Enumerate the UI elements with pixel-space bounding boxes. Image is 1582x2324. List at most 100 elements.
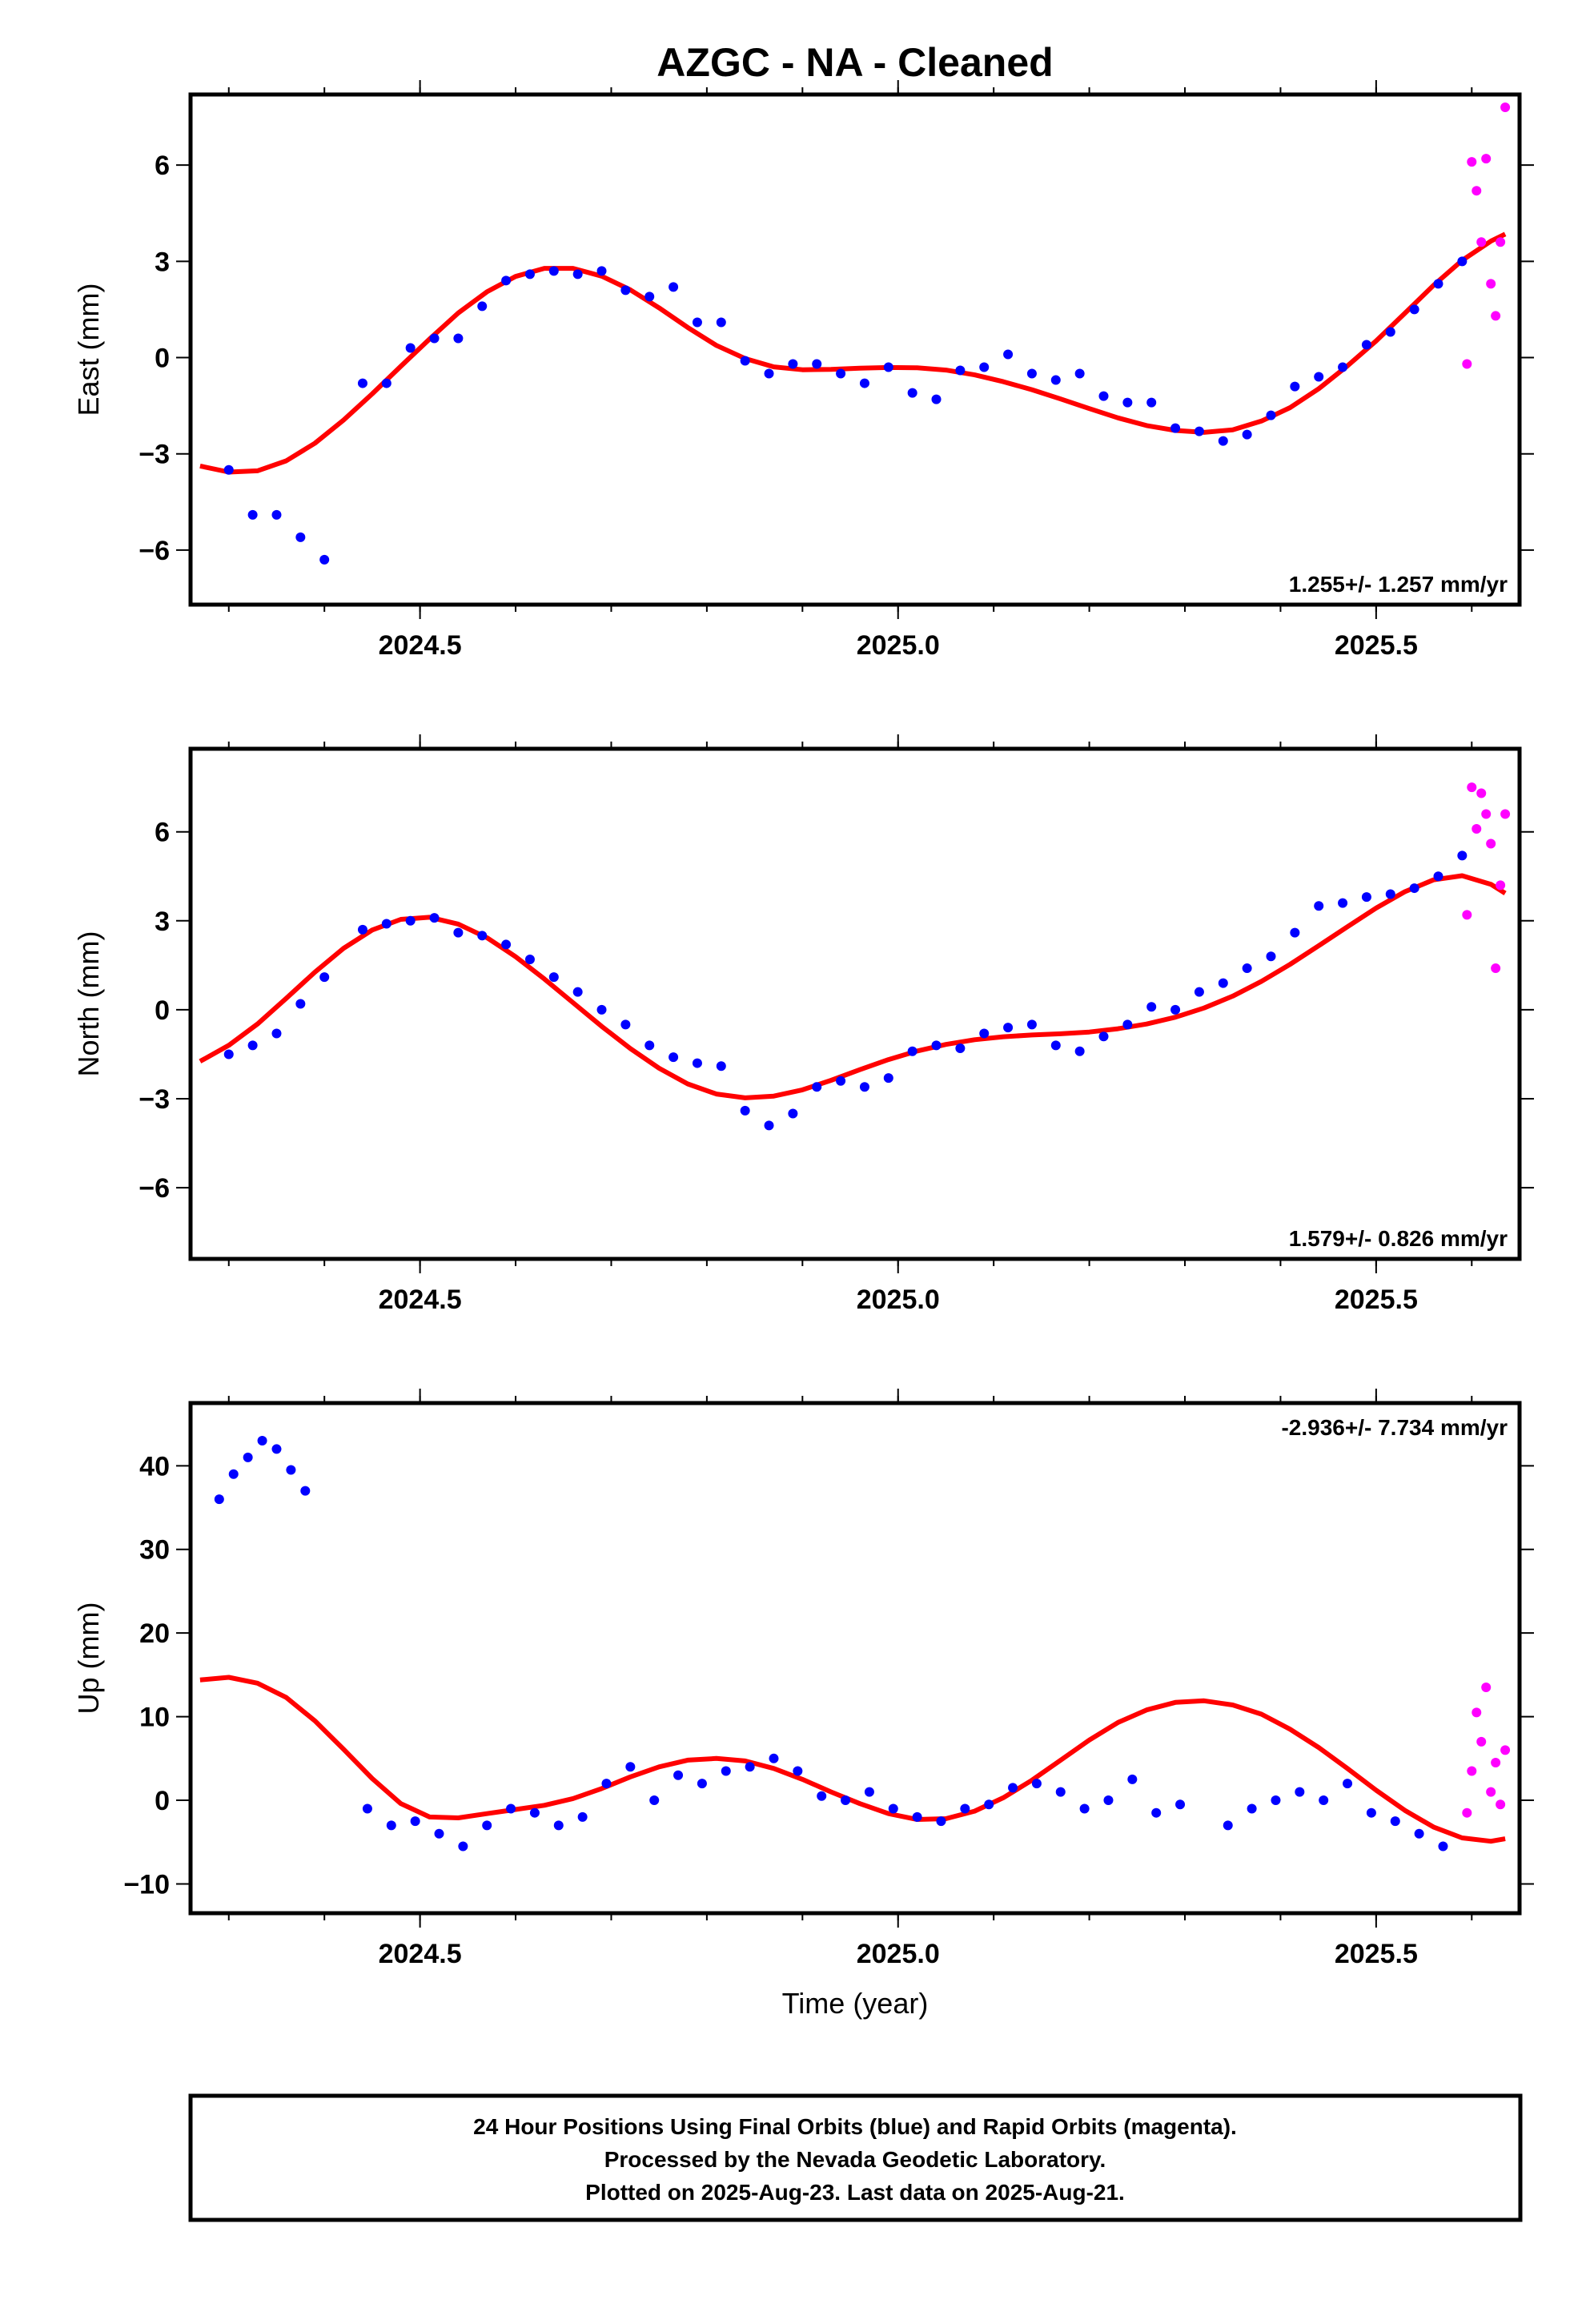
east-rapid-orbit-point <box>1500 103 1511 113</box>
north-final-orbit-point <box>907 1046 917 1056</box>
north-final-orbit-point <box>669 1052 679 1063</box>
east-final-orbit-point <box>1385 327 1395 337</box>
up-fit-curve <box>199 1675 1506 1844</box>
north-y-tick-label: 6 <box>155 818 170 848</box>
up-rapid-orbit-point <box>1500 1745 1511 1755</box>
north-y-tick-label: −3 <box>139 1084 170 1115</box>
up-final-orbit-point <box>697 1779 707 1789</box>
north-final-orbit-point <box>1266 951 1276 962</box>
up-final-orbit-point <box>1319 1795 1329 1806</box>
east-final-orbit-point <box>1170 423 1181 433</box>
up-panel: 2024.5 2025.0 2025.5 −10 0 10 20 30 40 Up (mm) Tim… <box>72 1389 1534 2020</box>
east-final-orbit-point <box>319 554 330 565</box>
up-rate-annotation: -2.936+/- 7.734 mm/yr <box>1281 1415 1508 1440</box>
east-final-orbit-point <box>812 359 822 369</box>
north-x-tick-label: 2025.5 <box>1335 1285 1418 1315</box>
up-final-orbit-point <box>577 1811 588 1822</box>
north-final-orbit-point <box>405 915 416 926</box>
east-rapid-orbit-point <box>1486 279 1496 289</box>
north-final-orbit-point <box>1050 1040 1061 1051</box>
east-final-orbit-point <box>716 317 726 328</box>
up-final-orbit-point <box>434 1828 444 1839</box>
caption-line-2: Processed by the Nevada Geodetic Laborat… <box>604 2147 1106 2172</box>
up-final-orbit-point <box>1103 1795 1114 1806</box>
up-y-tick-label: 10 <box>139 1703 170 1733</box>
up-final-orbit-point <box>936 1816 946 1827</box>
north-final-orbit-point <box>357 924 367 935</box>
east-final-orbit-point <box>1338 362 1348 372</box>
north-plot-frame <box>188 746 1522 1261</box>
north-final-orbit-point <box>1026 1019 1037 1030</box>
up-rapid-orbit-point <box>1462 1807 1472 1818</box>
up-final-orbit-point <box>601 1779 612 1789</box>
up-plot-frame <box>188 1401 1522 1916</box>
east-x-tick-label: 2025.0 <box>857 630 940 661</box>
east-y-axis-label: East (mm) <box>72 283 105 416</box>
north-rapid-orbit-point <box>1496 880 1506 891</box>
north-rapid-orbit-point <box>1472 823 1482 834</box>
up-final-orbit-point <box>553 1820 564 1831</box>
up-final-orbit-point <box>243 1452 253 1462</box>
up-final-orbit-point <box>386 1820 396 1831</box>
east-final-orbit-point <box>405 343 416 353</box>
up-final-orbit-point <box>888 1803 898 1814</box>
up-final-orbit-point <box>960 1803 970 1814</box>
up-final-orbit-point <box>745 1762 755 1772</box>
north-final-orbit-point <box>883 1073 893 1084</box>
up-y-axis-label: Up (mm) <box>72 1602 105 1715</box>
east-rapid-orbit-point <box>1472 186 1482 196</box>
north-rapid-orbit-point <box>1481 809 1492 819</box>
north-final-orbit-point <box>453 927 464 938</box>
up-final-orbit-point <box>1271 1795 1281 1806</box>
east-final-orbit-point <box>271 509 282 520</box>
north-final-orbit-point <box>1122 1019 1133 1030</box>
east-final-orbit-point <box>247 509 258 520</box>
east-fit-curve <box>199 231 1507 475</box>
north-final-orbit-point <box>859 1082 869 1092</box>
north-x-tick-label: 2024.5 <box>379 1285 462 1315</box>
north-final-orbit-point <box>788 1108 798 1119</box>
up-x-tick-label: 2025.5 <box>1335 1939 1418 1969</box>
east-rapid-orbit-point <box>1476 237 1487 247</box>
north-final-orbit-point <box>1003 1023 1014 1033</box>
north-rapid-orbit-point <box>1467 782 1477 793</box>
north-y-axis-label: North (mm) <box>72 931 105 1077</box>
north-panel: 2024.5 2025.0 2025.5 −6 −3 0 3 6 North (mm) 1.579… <box>72 734 1534 1315</box>
north-final-orbit-point <box>1433 871 1443 882</box>
up-rapid-orbit-point <box>1476 1736 1487 1747</box>
up-y-tick-label: 40 <box>139 1451 170 1482</box>
up-final-orbit-point <box>1127 1774 1138 1784</box>
up-rapid-orbit-point <box>1496 1799 1506 1810</box>
up-final-orbit-point <box>228 1469 239 1479</box>
north-rapid-orbit-point <box>1491 963 1501 974</box>
east-final-orbit-point <box>1050 375 1061 385</box>
east-rate-annotation: 1.255+/- 1.257 mm/yr <box>1289 572 1508 597</box>
east-final-orbit-point <box>572 269 583 279</box>
east-final-orbit-point <box>548 266 559 276</box>
up-final-orbit-point <box>769 1753 779 1763</box>
north-final-orbit-point <box>931 1040 942 1051</box>
up-y-tick-label: 30 <box>139 1535 170 1566</box>
east-final-orbit-point <box>620 285 631 296</box>
east-final-orbit-point <box>883 362 893 372</box>
up-final-orbit-point <box>458 1841 468 1852</box>
north-final-orbit-point <box>524 954 535 964</box>
east-final-orbit-point <box>955 365 966 376</box>
east-rapid-orbit-point <box>1491 311 1501 321</box>
east-final-orbit-point <box>644 292 655 302</box>
up-x-tick-label: 2024.5 <box>379 1939 462 1969</box>
up-final-orbit-point <box>649 1795 660 1806</box>
up-rapid-orbit-point <box>1481 1683 1492 1693</box>
north-final-orbit-point <box>1170 1004 1181 1015</box>
up-final-orbit-point <box>506 1803 516 1814</box>
east-x-tick-label: 2024.5 <box>379 630 462 661</box>
north-final-orbit-point <box>716 1061 726 1072</box>
north-y-tick-label: 0 <box>155 995 170 1026</box>
up-final-orbit-point <box>721 1766 731 1776</box>
east-final-orbit-point <box>1242 429 1252 440</box>
east-rapid-orbit-point <box>1462 359 1472 369</box>
up-data-layer <box>199 1435 1511 1852</box>
up-final-orbit-point <box>410 1816 420 1827</box>
north-final-orbit-point <box>596 1004 607 1015</box>
north-final-orbit-point <box>271 1028 282 1039</box>
